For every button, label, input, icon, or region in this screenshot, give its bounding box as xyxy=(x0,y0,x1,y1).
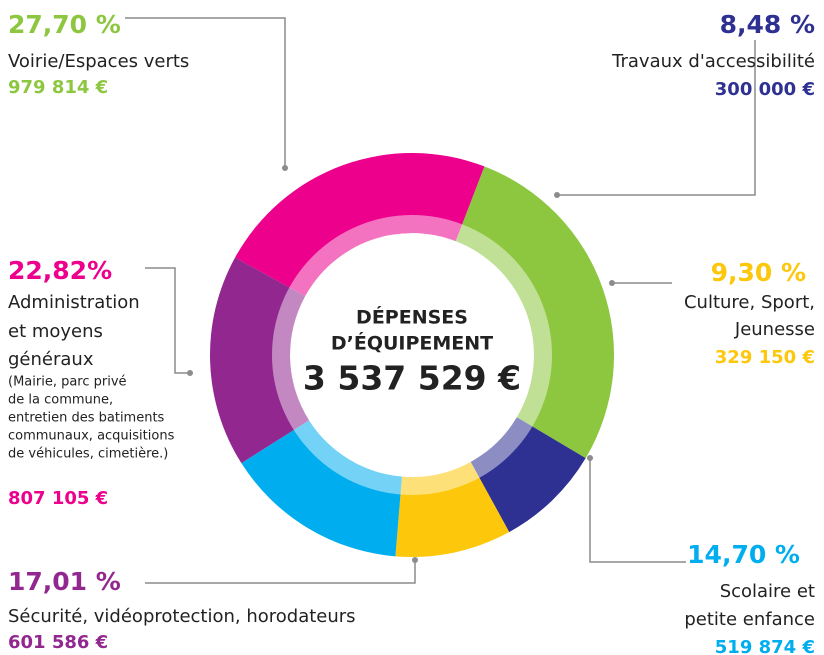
note: communaux, acquisitions xyxy=(8,429,175,444)
category-label: Jeunesse xyxy=(734,319,815,340)
note: de véhicules, cimetière.) xyxy=(8,447,168,462)
leader-dot xyxy=(587,455,593,461)
leader-line xyxy=(145,560,416,584)
segment xyxy=(209,257,309,464)
percent-label: 8,48 % xyxy=(720,10,815,39)
segment xyxy=(395,461,510,557)
note: entretien des batiments xyxy=(8,411,165,426)
category-label: Travaux d'accessibilité xyxy=(611,51,815,72)
note: (Mairie, parc privé xyxy=(8,375,127,390)
leader-line xyxy=(145,267,190,374)
percent-label: 27,70 % xyxy=(8,10,121,39)
leader-line xyxy=(557,40,756,196)
percent-label: 22,82% xyxy=(8,256,112,285)
note: de la commune, xyxy=(8,393,113,408)
leader-dot xyxy=(554,192,560,198)
leader-dot xyxy=(412,557,418,563)
segment xyxy=(235,153,485,297)
category-label: Scolaire et xyxy=(720,581,815,602)
amount-label: 300 000 € xyxy=(715,79,815,100)
amount-label: 519 874 € xyxy=(715,637,815,655)
total: 3 537 529 € xyxy=(303,359,521,398)
amount-label: 807 105 € xyxy=(8,488,108,509)
category-label: Sécurité, vidéoprotection, horodateurs xyxy=(8,606,356,627)
category-label: Administration xyxy=(8,292,140,313)
segment xyxy=(470,417,586,533)
leader-dot xyxy=(187,370,193,376)
leader-line xyxy=(125,17,286,168)
category-label: Culture, Sport, xyxy=(684,292,815,313)
segment xyxy=(241,420,402,557)
donut xyxy=(209,153,614,557)
leader-dot xyxy=(282,165,288,171)
amount-label: 979 814 € xyxy=(8,77,108,98)
category-label: Voirie/Espaces verts xyxy=(8,51,189,72)
center-title: D’ÉQUIPEMENT xyxy=(331,332,493,355)
category-label: généraux xyxy=(8,349,94,370)
center-title: DÉPENSES xyxy=(356,306,468,329)
amount-label: 329 150 € xyxy=(715,347,815,368)
segment xyxy=(455,166,614,459)
percent-label: 14,70 % xyxy=(687,540,800,569)
leader-dot xyxy=(609,280,615,286)
category-label: et moyens xyxy=(8,321,103,342)
percent-label: 9,30 % xyxy=(711,258,806,287)
percent-label: 17,01 % xyxy=(8,567,121,596)
category-label: petite enfance xyxy=(684,609,815,630)
inner-ring xyxy=(272,215,552,495)
amount-label: 601 586 € xyxy=(8,632,108,653)
leader-line xyxy=(589,458,686,563)
